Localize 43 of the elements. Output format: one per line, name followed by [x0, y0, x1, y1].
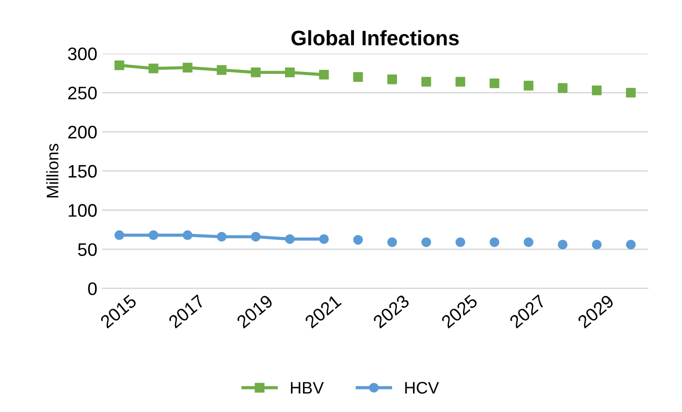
legend-label: HCV [405, 382, 439, 394]
point [250, 67, 261, 78]
point [284, 67, 295, 78]
y-axis-title: Millions [46, 144, 58, 198]
point [182, 230, 192, 240]
point [353, 72, 363, 82]
point [114, 230, 124, 240]
y-tick-label: 300 [68, 47, 97, 60]
y-tick-label: 250 [68, 86, 97, 100]
legend-label: HBV [290, 382, 324, 394]
point [524, 80, 534, 91]
point [284, 234, 295, 244]
point [524, 237, 534, 248]
chart-title: Global Infections [291, 30, 459, 46]
point [558, 240, 568, 250]
point [558, 83, 568, 93]
point [216, 65, 227, 75]
point [490, 237, 500, 248]
point [592, 240, 602, 250]
point [182, 62, 192, 73]
point [490, 78, 500, 88]
point [455, 76, 466, 87]
y-tick-label: 200 [68, 126, 97, 139]
point [216, 232, 227, 242]
point [387, 74, 398, 84]
point [250, 232, 261, 242]
y-tick-label: 50 [78, 243, 97, 256]
point [626, 240, 636, 250]
y-tick-label: 150 [68, 164, 97, 178]
point [319, 70, 329, 80]
point [455, 237, 466, 248]
point [592, 85, 602, 96]
point [319, 234, 329, 244]
y-tick-label: 0 [88, 282, 97, 296]
point [626, 88, 636, 98]
point [114, 60, 124, 70]
point [148, 230, 158, 240]
point [421, 237, 432, 248]
point [387, 237, 398, 248]
point [421, 76, 432, 87]
point [148, 64, 158, 74]
point [353, 235, 363, 245]
y-tick-label: 100 [68, 204, 97, 217]
